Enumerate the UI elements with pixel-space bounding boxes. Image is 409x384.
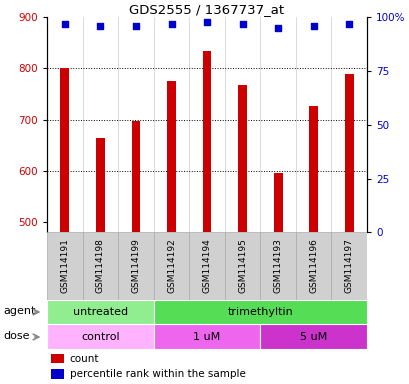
Text: 5 uM: 5 uM <box>299 332 326 342</box>
Text: GSM114193: GSM114193 <box>273 238 282 293</box>
Bar <box>153 324 260 349</box>
Point <box>274 25 281 31</box>
Text: trimethyltin: trimethyltin <box>227 307 292 317</box>
Text: control: control <box>81 332 119 342</box>
Bar <box>83 232 118 300</box>
Bar <box>51 369 63 379</box>
Text: GSM114197: GSM114197 <box>344 238 353 293</box>
Point <box>61 21 68 27</box>
Text: GSM114191: GSM114191 <box>60 238 69 293</box>
Bar <box>96 137 105 232</box>
Text: GSM114194: GSM114194 <box>202 238 211 293</box>
Bar <box>153 232 189 300</box>
Text: percentile rank within the sample: percentile rank within the sample <box>70 369 245 379</box>
Bar <box>47 300 153 324</box>
Text: dose: dose <box>4 331 30 341</box>
Bar <box>273 174 282 232</box>
Text: GSM114192: GSM114192 <box>166 238 175 293</box>
Point <box>203 18 210 25</box>
Bar <box>330 232 366 300</box>
Text: GSM114195: GSM114195 <box>238 238 247 293</box>
Bar <box>260 324 366 349</box>
Bar <box>153 300 366 324</box>
Bar <box>131 121 140 232</box>
Bar <box>260 232 295 300</box>
Bar <box>51 354 63 363</box>
Bar <box>61 68 69 232</box>
Bar <box>47 324 153 349</box>
Text: GSM114198: GSM114198 <box>96 238 105 293</box>
Bar <box>47 232 83 300</box>
Bar <box>202 51 211 232</box>
Text: GSM114199: GSM114199 <box>131 238 140 293</box>
Point <box>310 23 316 29</box>
Bar <box>344 74 353 232</box>
Point <box>239 21 245 27</box>
Point <box>345 21 352 27</box>
Bar <box>308 106 317 232</box>
Text: 1 uM: 1 uM <box>193 332 220 342</box>
Bar <box>295 232 330 300</box>
Text: count: count <box>70 354 99 364</box>
Title: GDS2555 / 1367737_at: GDS2555 / 1367737_at <box>129 3 284 16</box>
Bar <box>167 81 175 232</box>
Point <box>133 23 139 29</box>
Bar <box>238 85 246 232</box>
Bar <box>118 232 153 300</box>
Text: agent: agent <box>4 306 36 316</box>
Point <box>97 23 103 29</box>
Bar <box>189 232 224 300</box>
Bar <box>224 232 260 300</box>
Point <box>168 21 174 27</box>
Text: untreated: untreated <box>73 307 128 317</box>
Text: GSM114196: GSM114196 <box>308 238 317 293</box>
